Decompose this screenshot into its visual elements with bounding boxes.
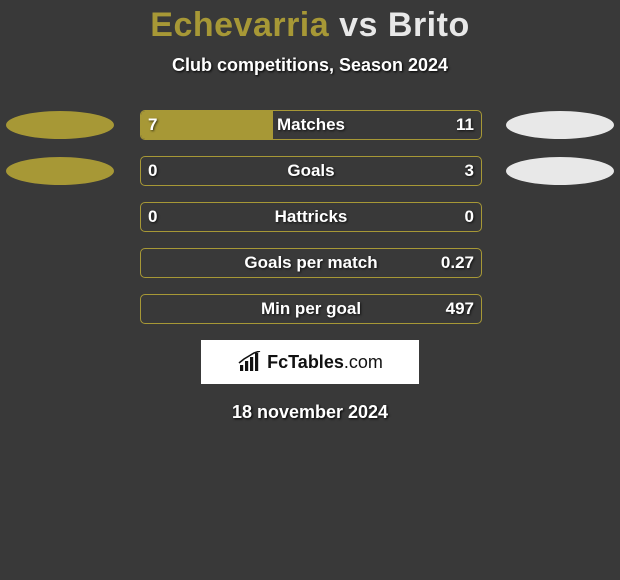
chart-icon [237, 351, 263, 373]
subtitle: Club competitions, Season 2024 [0, 55, 620, 76]
stat-value-right: 497 [418, 294, 474, 324]
player2-avatar [506, 111, 614, 139]
comparison-rows: Matches711Goals03Hattricks00Goals per ma… [0, 110, 620, 324]
footer-date: 18 november 2024 [0, 402, 620, 423]
player1-name: Echevarria [150, 6, 329, 44]
vs-separator: vs [329, 6, 388, 44]
player2-avatar [506, 157, 614, 185]
watermark: FcTables.com [201, 340, 419, 384]
player1-avatar [6, 157, 114, 185]
stat-value-left: 0 [148, 156, 204, 186]
comparison-row: Min per goal497 [0, 294, 620, 324]
stat-value-right: 11 [418, 110, 474, 140]
comparison-row: Matches711 [0, 110, 620, 140]
comparison-row: Hattricks00 [0, 202, 620, 232]
stat-value-left [148, 248, 204, 278]
stat-value-right: 0 [418, 202, 474, 232]
stat-value-left [148, 294, 204, 324]
comparison-row: Goals03 [0, 156, 620, 186]
comparison-row: Goals per match0.27 [0, 248, 620, 278]
stat-value-left: 7 [148, 110, 204, 140]
player1-avatar [6, 111, 114, 139]
comparison-card: Echevarria vs Brito Club competitions, S… [0, 0, 620, 423]
watermark-bold: FcTables [267, 352, 344, 372]
player2-name: Brito [388, 6, 470, 44]
watermark-text: FcTables.com [267, 352, 383, 373]
stat-value-left: 0 [148, 202, 204, 232]
watermark-inner: FcTables.com [237, 351, 383, 373]
stat-value-right: 3 [418, 156, 474, 186]
watermark-light: .com [344, 352, 383, 372]
stat-value-right: 0.27 [418, 248, 474, 278]
page-title: Echevarria vs Brito [0, 6, 620, 45]
